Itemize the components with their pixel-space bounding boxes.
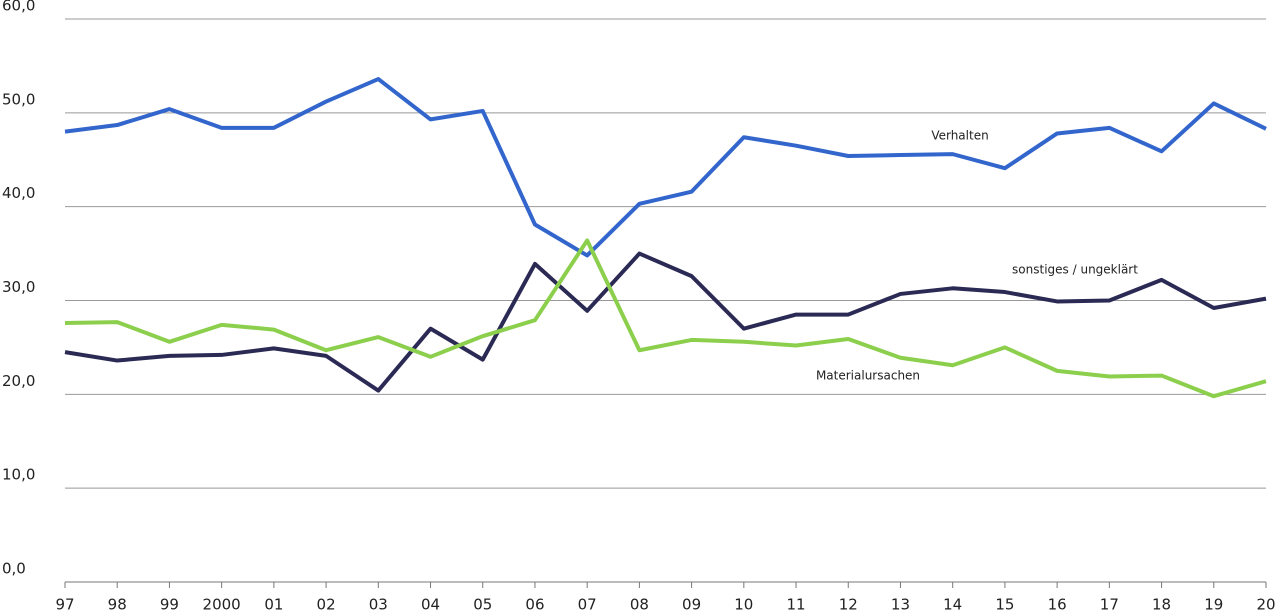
series-line [64,77,1267,258]
x-tick-label: 98 [108,596,127,614]
x-tick-label: 17 [1100,596,1119,614]
x-tick-label: 10 [734,596,753,614]
x-tick-label: 14 [943,596,962,614]
x-tick-label: 19 [1204,596,1223,614]
x-tick-label: 08 [630,596,649,614]
x-tick-label: 15 [995,596,1014,614]
x-tick-label: 12 [839,596,858,614]
series-line [64,238,1267,399]
x-tick-label: 03 [369,596,388,614]
x-tick-label: 99 [160,596,179,614]
y-tick-label: 20,0 [2,372,35,390]
x-tick-label: 18 [1152,596,1171,614]
series-label: Materialursachen [816,369,920,383]
x-tick-label: 16 [1048,596,1067,614]
x-tick-label: 05 [473,596,492,614]
x-tick-label: 09 [682,596,701,614]
x-tick-label: 06 [525,596,544,614]
x-tick-label: 11 [786,596,805,614]
y-tick-label: 50,0 [2,90,35,108]
series-label: Verhalten [931,129,988,143]
y-tick-label: 0,0 [2,560,26,578]
y-tick-label: 40,0 [2,184,35,202]
x-tick-label: 04 [421,596,440,614]
x-tick-label: 01 [264,596,283,614]
x-tick-label: 13 [891,596,910,614]
y-tick-label: 60,0 [2,0,35,15]
y-tick-label: 30,0 [2,278,35,296]
y-tick-label: 10,0 [2,466,35,484]
series-line [64,251,1267,393]
x-tick-label: 2000 [203,596,241,614]
x-tick-label: 20 [1256,596,1275,614]
x-tick-label: 97 [55,596,74,614]
x-tick-label: 07 [578,596,597,614]
series-label: sonstiges / ungeklärt [1012,263,1138,277]
x-tick-label: 02 [317,596,336,614]
